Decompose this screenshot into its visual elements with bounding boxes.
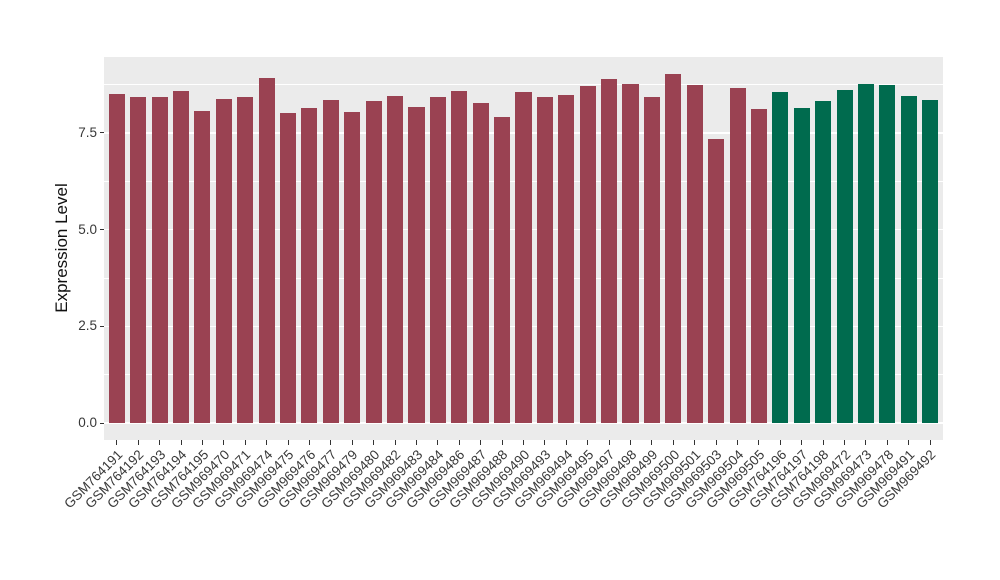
bar [772,91,789,423]
x-axis-tick [865,440,867,445]
y-axis-tick [99,132,104,134]
x-axis-tick [779,440,781,445]
bar [365,100,382,423]
x-axis-tick [715,440,717,445]
bar [708,138,725,423]
bar [729,88,746,423]
bar [579,85,596,423]
x-axis-tick [501,440,503,445]
x-axis-tick [159,440,161,445]
bar [344,112,361,423]
bar [793,107,810,423]
x-axis-tick [544,440,546,445]
x-axis-tick [223,440,225,445]
x-axis-tick [137,440,139,445]
x-axis-tick [116,440,118,445]
bar [558,95,575,423]
y-tick-label: 0.0 [78,415,97,430]
bar [750,108,767,423]
bar [194,111,211,423]
bar [643,97,660,423]
x-axis-tick [608,440,610,445]
bar [451,91,468,423]
y-axis-tick [99,422,104,424]
x-axis-tick [672,440,674,445]
bar [836,89,853,423]
x-axis-tick [565,440,567,445]
bar [151,96,168,423]
bar [429,97,446,423]
x-axis-tick [801,440,803,445]
bar [622,83,639,423]
x-axis-tick [480,440,482,445]
bar [173,90,190,423]
chart-panel [104,57,943,440]
bar [472,103,489,423]
x-axis-tick [651,440,653,445]
bar [536,97,553,423]
x-axis-tick [373,440,375,445]
bar [215,98,232,423]
x-axis-tick [458,440,460,445]
bar [280,112,297,423]
x-axis-tick [266,440,268,445]
x-axis-tick [694,440,696,445]
x-axis-tick [394,440,396,445]
bar [130,96,147,423]
bar [665,74,682,423]
gridline-minor [104,84,943,86]
x-axis-tick [908,440,910,445]
y-tick-label: 2.5 [78,318,97,334]
y-axis-tick [99,229,104,231]
bar [515,91,532,423]
bar [922,100,939,423]
x-axis-tick [822,440,824,445]
x-axis-tick [330,440,332,445]
x-axis-tick [630,440,631,445]
bar [322,100,339,423]
x-axis-tick [929,440,931,445]
x-axis-tick [180,440,182,445]
x-axis-tick [844,440,846,445]
y-tick-label: 5.0 [78,221,97,237]
bar [815,101,832,423]
x-axis-tick [308,440,310,445]
gridline-major [104,422,943,424]
bar [900,95,917,423]
bar [879,85,896,423]
bar [258,78,275,423]
x-axis-tick [351,440,353,445]
bar [494,117,511,423]
y-axis-title: Expression Level [52,183,71,313]
x-axis-tick [523,440,524,445]
bar [857,84,874,423]
x-axis-tick [758,440,760,445]
x-axis-tick [287,440,289,445]
y-tick-label: 7.5 [78,124,97,140]
x-axis-tick [587,440,589,445]
bar [108,93,125,423]
bar [387,95,404,423]
x-axis-tick [415,440,417,445]
x-axis-tick [437,440,439,445]
bar [301,107,318,423]
bar [686,85,703,423]
x-axis-tick [244,440,246,445]
x-axis-tick [201,440,203,445]
bar [237,96,254,423]
bar [408,107,425,423]
x-axis-tick [886,440,888,445]
bar [601,78,618,423]
x-axis-tick [737,440,739,445]
y-axis-tick [99,325,104,327]
